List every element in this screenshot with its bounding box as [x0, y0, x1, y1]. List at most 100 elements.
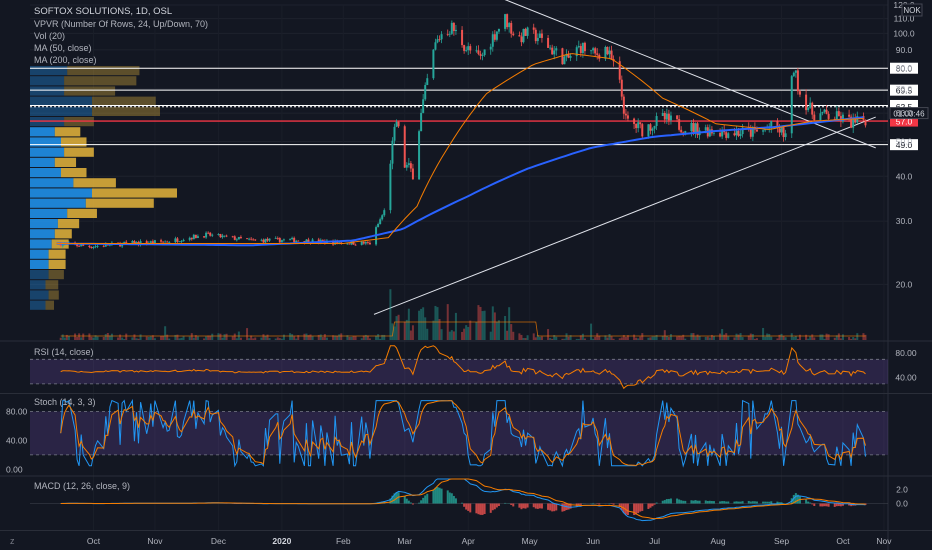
volume-bar — [295, 338, 298, 340]
macd-histogram-bar — [848, 503, 851, 506]
volume-bar — [448, 331, 451, 340]
candle-body — [467, 46, 470, 51]
candle-body — [411, 168, 414, 180]
macd-histogram-bar — [690, 500, 693, 504]
macd-pane-title[interactable]: MACD (12, 26, close, 9) — [34, 481, 130, 491]
volume-bar — [405, 319, 408, 340]
macd-signal-line — [60, 478, 866, 520]
candle-body — [553, 50, 556, 55]
candle-body — [61, 243, 64, 247]
vpvr-down-bar — [48, 249, 66, 259]
symbol-title[interactable]: SOFTOX SOLUTIONS, 1D, OSL — [34, 6, 172, 17]
candle-body — [610, 50, 613, 60]
volume-bar — [624, 337, 627, 340]
rsi-pane-title[interactable]: RSI (14, close) — [34, 347, 94, 357]
candle-body — [684, 131, 687, 134]
volume-bar — [520, 334, 523, 340]
candle-body — [762, 130, 765, 132]
macd-histogram-bar — [719, 501, 722, 504]
volume-bar — [377, 334, 380, 340]
volume-ma-line — [60, 321, 866, 337]
volume-bar — [725, 333, 728, 340]
volume-bar — [108, 335, 111, 340]
candle-body — [338, 242, 341, 244]
volume-bar — [104, 334, 107, 340]
volume-bar — [540, 336, 543, 340]
legend-ma200[interactable]: MA (200, close) — [34, 55, 97, 65]
macd-histogram-bar — [598, 503, 601, 505]
candle-body — [594, 48, 597, 54]
volume-bar — [223, 334, 226, 340]
volume-bar — [211, 333, 214, 340]
volume-bar — [821, 334, 824, 340]
macd-histogram-bar — [653, 503, 656, 505]
candle-body — [837, 111, 840, 117]
volume-bar — [633, 334, 636, 340]
volume-bar — [538, 336, 541, 340]
macd-histogram-bar — [708, 500, 711, 504]
candle-body — [547, 37, 550, 48]
time-tick-label: Sep — [774, 536, 789, 546]
macd-histogram-bar — [436, 487, 439, 504]
candle-body — [776, 121, 779, 129]
volume-bar — [493, 312, 496, 340]
candle-body — [483, 49, 486, 56]
candle-body — [250, 238, 253, 240]
volume-bar — [219, 333, 222, 340]
z-icon[interactable]: z — [10, 536, 15, 546]
vpvr-down-bar — [45, 280, 59, 290]
volume-bar — [809, 336, 812, 340]
volume-bar — [317, 334, 320, 340]
macd-histogram-bar — [696, 500, 699, 504]
trendlines[interactable] — [300, 0, 876, 315]
volume-bar — [590, 323, 593, 340]
currency-badge[interactable] — [901, 3, 923, 17]
vpvr-up-bar — [30, 198, 86, 208]
macd-histogram-bar — [522, 503, 525, 509]
price-tick-label: 90.0 — [896, 45, 913, 55]
volume-bar — [110, 333, 113, 340]
volume-bar — [92, 337, 95, 340]
volume-bar — [854, 338, 857, 340]
candle-body — [755, 129, 758, 132]
legend-ma50[interactable]: MA (50, close) — [34, 43, 92, 53]
candle-body — [633, 118, 636, 124]
macd-histogram-bar — [706, 501, 709, 504]
legend-vol[interactable]: Vol (20) — [34, 31, 65, 41]
stoch-pane-title[interactable]: Stoch (14, 3, 3) — [34, 397, 96, 407]
macd-histogram-bar — [733, 501, 736, 504]
volume-bar — [422, 307, 425, 340]
candle-body — [260, 239, 263, 241]
candle-body — [620, 79, 623, 97]
volume-bar — [555, 336, 558, 340]
volume-bar — [291, 334, 294, 340]
volume-bar — [168, 338, 171, 340]
volume-bar — [639, 336, 642, 340]
macd-histogram-bar — [667, 498, 670, 504]
candle-body — [348, 243, 351, 245]
volume-bar — [289, 333, 292, 340]
macd-histogram-bar — [432, 490, 435, 504]
candle-body — [192, 234, 195, 240]
macd-histogram-bar — [827, 503, 830, 507]
horizontal-levels[interactable]: 80.069.563.062.557.049.001:00:46 — [30, 62, 929, 151]
macd-histogram-bar — [577, 503, 580, 506]
macd-histogram-bar — [712, 501, 715, 504]
rsi-tick-label: 80.00 — [895, 348, 917, 358]
candle-body — [217, 234, 220, 235]
volume-bar — [792, 336, 795, 340]
candle-body — [254, 239, 257, 241]
candle-body — [479, 53, 482, 56]
candle-body — [239, 236, 242, 239]
candle-body — [739, 134, 742, 136]
vpvr-up-bar — [30, 208, 68, 218]
candle-body — [790, 76, 793, 134]
candle-body — [579, 46, 582, 54]
candle-body — [780, 127, 783, 133]
candle-body — [295, 240, 298, 243]
candle-body — [661, 112, 664, 117]
legend-vpvr[interactable]: VPVR (Number Of Rows, 24, Up/Down, 70) — [34, 19, 208, 29]
volume-bar — [819, 334, 822, 340]
macd-histogram-bar — [841, 503, 844, 506]
